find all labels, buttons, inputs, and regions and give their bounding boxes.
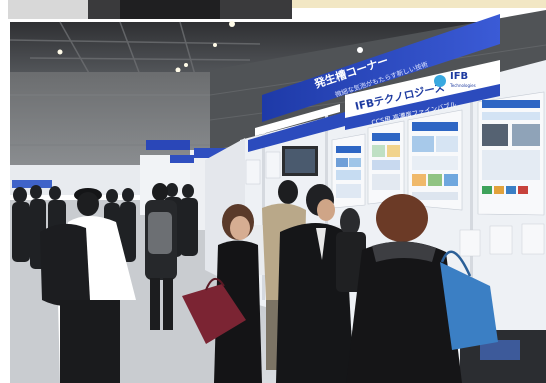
poster-4	[477, 91, 545, 216]
poster-3	[407, 109, 463, 211]
top-banner	[262, 14, 500, 122]
blue-handbag	[440, 262, 498, 350]
poster-1	[331, 133, 366, 209]
person-black-suit	[276, 184, 354, 383]
person-red-bag	[182, 204, 262, 383]
person-grey-backpack	[145, 183, 177, 330]
side-banner	[248, 112, 345, 152]
person-blue-bag	[346, 194, 498, 383]
logo-text: IFB	[450, 71, 468, 82]
red-handbag	[182, 284, 246, 344]
person-dark-coat	[336, 208, 366, 292]
logo-subtext: Technologies	[449, 83, 476, 88]
company-sub-banner	[345, 84, 500, 130]
poster-2	[367, 120, 405, 205]
ifb-logo: IFB Technologies	[434, 71, 476, 88]
person-cap-backpack	[40, 188, 136, 383]
ceiling-lights	[57, 21, 235, 73]
company-sign	[345, 60, 500, 118]
